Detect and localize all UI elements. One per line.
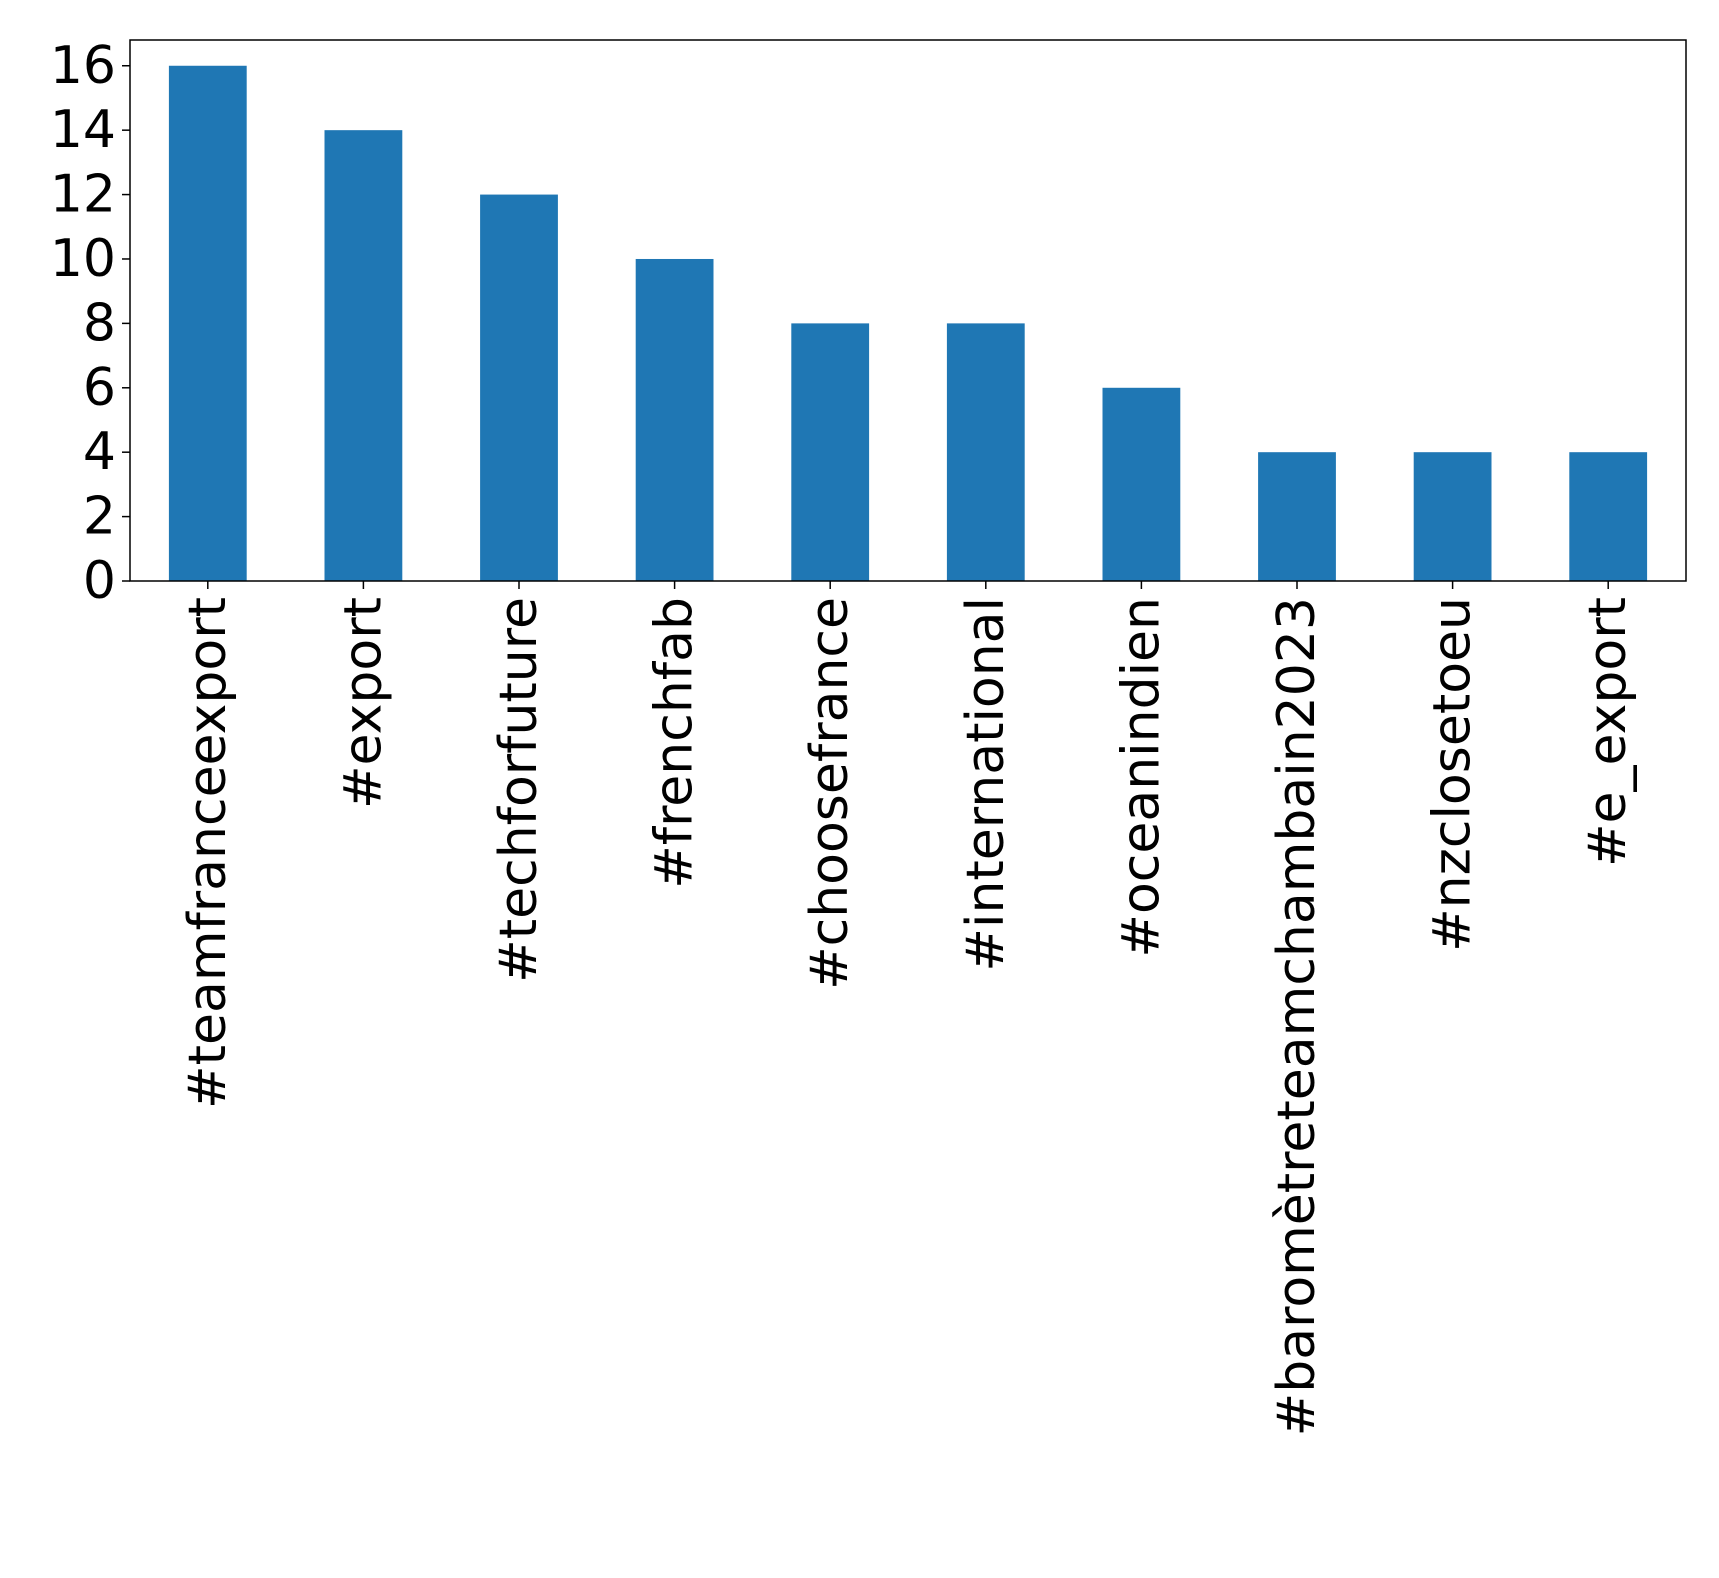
y-tick-label: 16: [50, 36, 116, 96]
bar: [946, 323, 1025, 581]
plot-frame: [129, 39, 1687, 582]
x-tick-label: #choosefrance: [800, 597, 860, 990]
x-tick-label: #nzclosetoeu: [1423, 597, 1483, 952]
x-tick-label: #teamfranceexport: [178, 597, 238, 1109]
bar: [1102, 387, 1181, 581]
x-tick-label: #oceanindien: [1111, 597, 1171, 958]
bar: [1413, 452, 1492, 581]
y-tick-label: 12: [50, 165, 116, 225]
bar: [791, 323, 870, 581]
y-tick-label: 10: [50, 229, 116, 289]
y-tick-label: 14: [50, 100, 116, 160]
bar: [635, 258, 714, 581]
bar: [480, 194, 558, 582]
bar: [324, 130, 403, 581]
x-axis: #teamfranceexport #export #techforfuture #f…: [178, 581, 1638, 1436]
x-tick-label: #techforfuture: [489, 597, 549, 983]
y-tick-label: 2: [83, 487, 116, 547]
x-tick-label: #e_export: [1578, 597, 1638, 867]
x-tick-label: #baromètreteamchambain2023: [1267, 597, 1327, 1436]
bar: [1569, 452, 1648, 581]
x-tick-label: #export: [333, 597, 393, 809]
bar: [1258, 452, 1336, 581]
y-tick-label: 6: [83, 358, 116, 418]
x-tick-label: #international: [956, 597, 1016, 972]
bar: [168, 65, 247, 581]
bars-layer: [168, 65, 1648, 582]
y-tick-label: 0: [83, 551, 116, 611]
y-tick-label: 8: [83, 293, 116, 353]
x-tick-label: #frenchfab: [645, 597, 705, 889]
y-tick-label: 4: [83, 422, 116, 482]
